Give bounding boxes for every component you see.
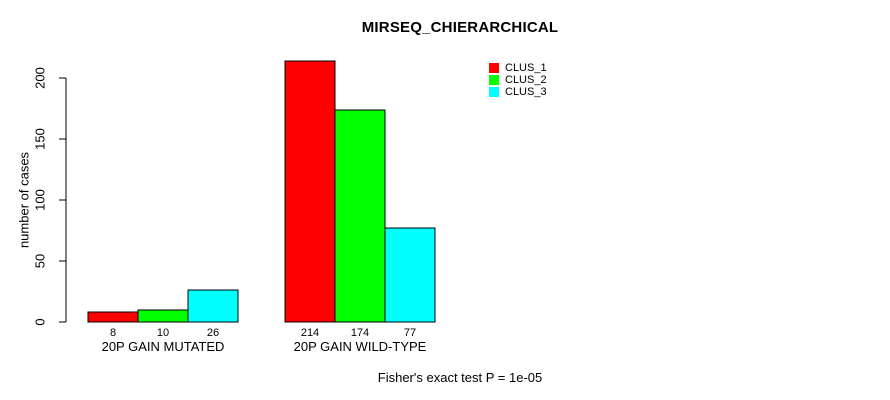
bar-clus-2 <box>137 309 189 323</box>
bar-value-label: 214 <box>300 327 320 339</box>
bar-value-label: 174 <box>350 327 370 339</box>
bar-clus-1 <box>284 60 336 323</box>
legend-item: CLUS_3 <box>489 86 547 98</box>
legend-item: CLUS_1 <box>489 62 547 74</box>
legend-color-swatch <box>489 63 499 73</box>
x-axis-category-label: 20P GAIN MUTATED <box>101 339 225 354</box>
y-axis-tick-label: 200 <box>32 67 48 89</box>
legend-color-swatch <box>489 75 499 85</box>
y-axis-tick-label: 100 <box>32 189 48 211</box>
bar-clus-3 <box>187 289 239 323</box>
bar-clus-1 <box>87 311 139 323</box>
bar-value-label: 8 <box>109 327 117 339</box>
legend-item-label: CLUS_3 <box>505 86 547 98</box>
bar-value-label: 26 <box>206 327 220 339</box>
legend-item-label: CLUS_1 <box>505 62 547 74</box>
bar-value-label: 10 <box>156 327 170 339</box>
bar-clus-2 <box>334 109 386 323</box>
legend-item-label: CLUS_2 <box>505 74 547 86</box>
y-axis-tick-label: 150 <box>32 128 48 150</box>
fisher-test-annotation: Fisher's exact test P = 1e-05 <box>377 370 543 385</box>
chart-title: MIRSEQ_CHIERARCHICAL <box>361 19 559 36</box>
legend-color-swatch <box>489 87 499 97</box>
legend-item: CLUS_2 <box>489 74 547 86</box>
x-axis-category-label: 20P GAIN WILD-TYPE <box>293 339 427 354</box>
y-axis-tick-label: 50 <box>32 253 48 269</box>
y-axis-tick-label: 0 <box>32 318 48 326</box>
bar-clus-3 <box>384 227 436 323</box>
legend: CLUS_1 CLUS_2 CLUS_3 <box>489 62 547 98</box>
bar-value-label: 77 <box>403 327 417 339</box>
